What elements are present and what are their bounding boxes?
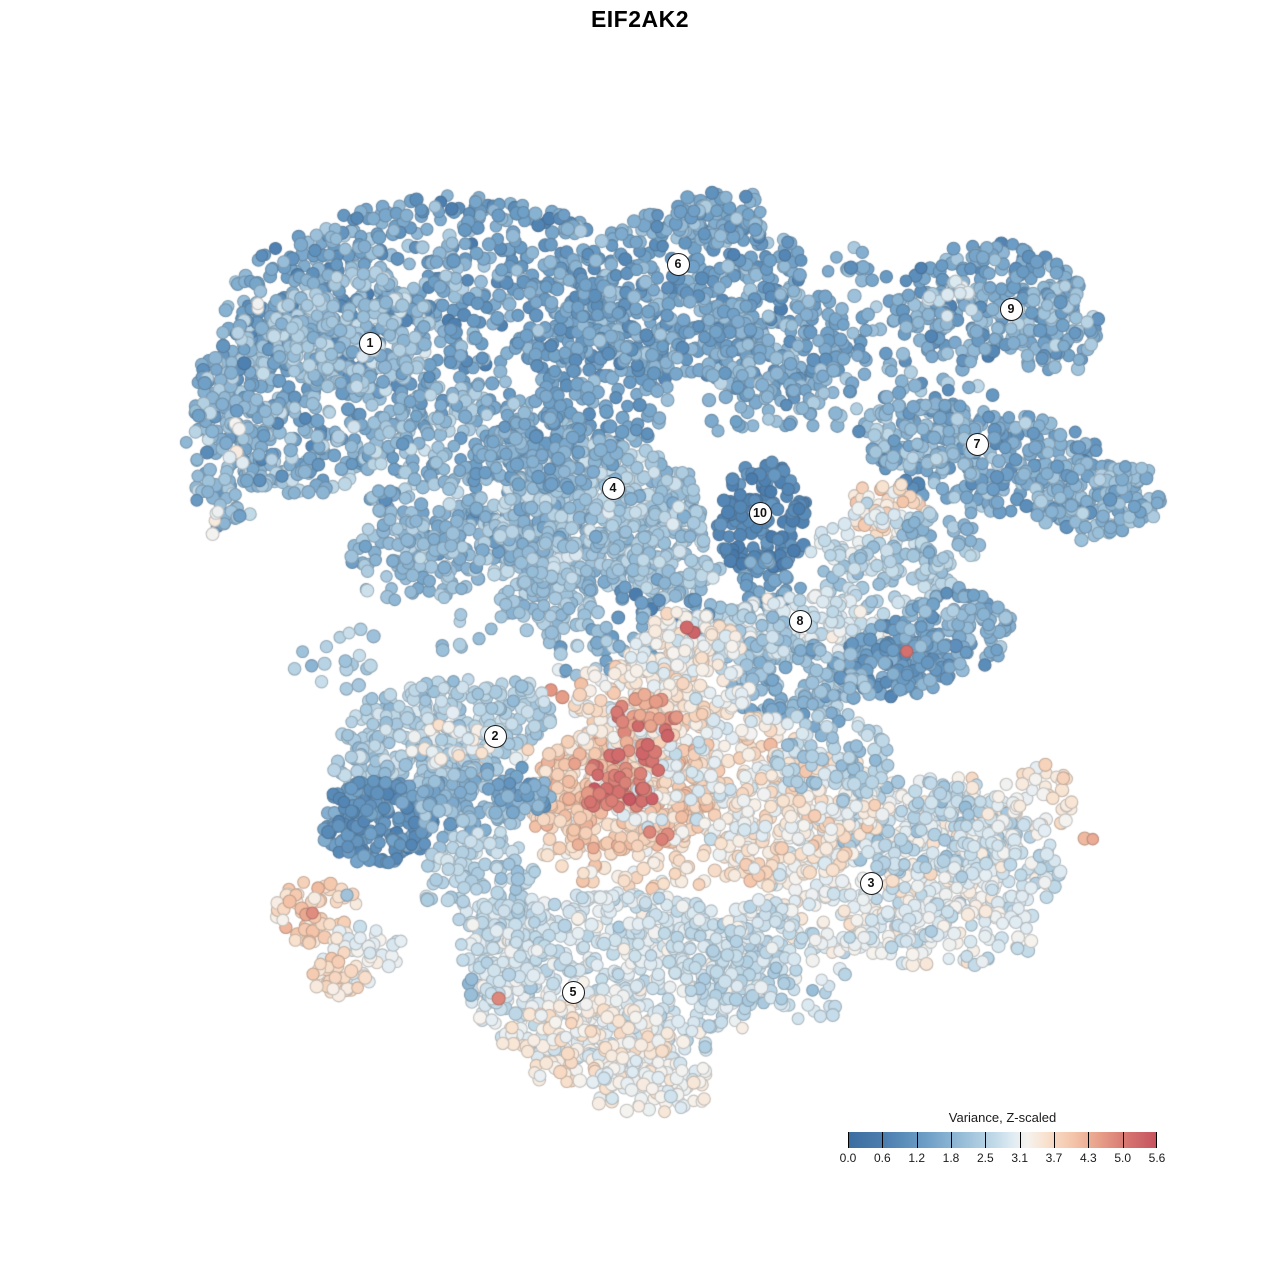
- legend-tick-mark: [1156, 1132, 1157, 1148]
- legend: Variance, Z-scaled 0.0 0.6 1.2 1.8 2.5 3.1 3.7…: [840, 1110, 1166, 1165]
- legend-tick-mark: [848, 1132, 849, 1148]
- cluster-label-3: 3: [859, 871, 883, 895]
- legend-tick-label: 4.3: [1079, 1151, 1097, 1165]
- cluster-label-9: 9: [999, 297, 1023, 321]
- legend-tick-label: 5.0: [1114, 1151, 1131, 1165]
- legend-tick-mark: [950, 1132, 952, 1148]
- cluster-label-8: 8: [788, 609, 812, 633]
- legend-tick-label: 0.6: [873, 1151, 891, 1165]
- legend-tick-label: 5.6: [1148, 1151, 1166, 1165]
- cluster-label-5: 5: [561, 980, 585, 1004]
- legend-tick-label: 3.7: [1045, 1151, 1063, 1165]
- cluster-label-2: 2: [483, 724, 507, 748]
- legend-tick-mark: [1019, 1132, 1021, 1148]
- legend-tick-label: 1.2: [908, 1151, 925, 1165]
- legend-tick-mark: [1122, 1132, 1124, 1148]
- cluster-label-4: 4: [601, 476, 625, 500]
- cluster-label-1: 1: [358, 331, 382, 355]
- legend-tick-mark: [1053, 1132, 1055, 1148]
- cluster-label-7: 7: [965, 432, 989, 456]
- legend-colorbar: [848, 1132, 1157, 1148]
- legend-tick-mark: [916, 1132, 918, 1148]
- legend-tick-label: 3.1: [1011, 1151, 1028, 1165]
- cluster-label-6: 6: [666, 252, 690, 276]
- legend-tick-label: 0.0: [839, 1151, 857, 1165]
- legend-tick-mark: [1088, 1132, 1090, 1148]
- cluster-label-10: 10: [748, 501, 772, 525]
- legend-tick-mark: [985, 1132, 987, 1148]
- legend-tick-mark: [882, 1132, 884, 1148]
- legend-title: Variance, Z-scaled: [948, 1110, 1057, 1125]
- legend-tick-label: 1.8: [942, 1151, 960, 1165]
- legend-tick-label: 2.5: [976, 1151, 994, 1165]
